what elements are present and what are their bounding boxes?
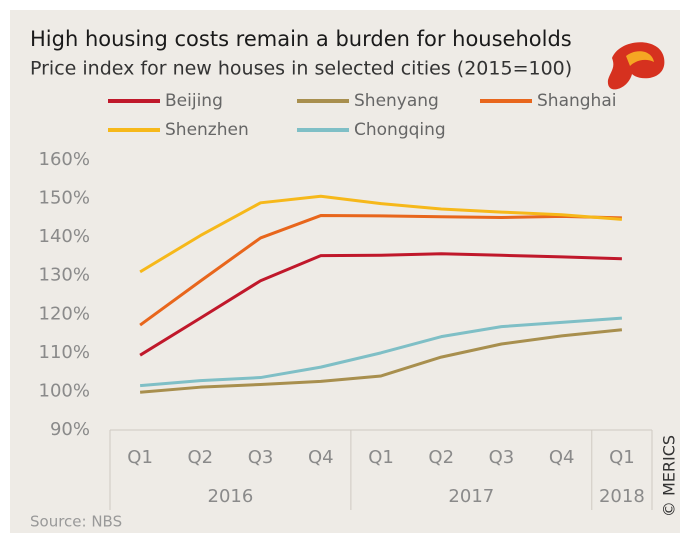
x-tick-label: Q1	[368, 447, 394, 468]
series-line	[139, 194, 623, 274]
legend-label: Shenyang	[354, 91, 439, 111]
x-tick-label: Q4	[549, 447, 575, 468]
legend-label: Shenzhen	[165, 120, 249, 140]
source: Source: NBS	[30, 513, 122, 531]
background	[10, 10, 680, 533]
x-tick-label: Q2	[188, 447, 214, 468]
y-tick-label: 160%	[39, 149, 90, 170]
x-group-label: 2017	[448, 486, 494, 507]
x-tick-label: Q1	[127, 447, 153, 468]
y-tick-label: 110%	[39, 342, 90, 363]
x-group-label: 2018	[599, 486, 645, 507]
x-group-label: 2016	[208, 486, 254, 507]
x-tick-label: Q2	[428, 447, 454, 468]
legend-label: Chongqing	[354, 120, 446, 140]
logo	[607, 42, 665, 90]
series-line	[139, 328, 623, 394]
y-tick-label: 90%	[50, 419, 90, 440]
series-line	[139, 252, 622, 357]
y-tick-label: 120%	[39, 303, 90, 324]
y-tick-label: 100%	[39, 380, 90, 401]
x-tick-label: Q4	[308, 447, 334, 468]
chart-subtitle: Price index for new houses in selected c…	[30, 58, 572, 80]
legend-label: Shanghai	[537, 91, 616, 111]
series-line	[139, 214, 622, 327]
series-line	[139, 316, 622, 388]
legend-label: Beijing	[165, 91, 223, 111]
y-tick-label: 140%	[39, 226, 90, 247]
y-tick-label: 150%	[39, 188, 90, 209]
x-tick-label: Q3	[248, 447, 274, 468]
credit: © MERICS	[660, 435, 679, 517]
x-tick-label: Q1	[609, 447, 635, 468]
x-tick-label: Q3	[489, 447, 515, 468]
y-tick-label: 130%	[39, 265, 90, 286]
chart-title: High housing costs remain a burden for h…	[30, 27, 572, 51]
